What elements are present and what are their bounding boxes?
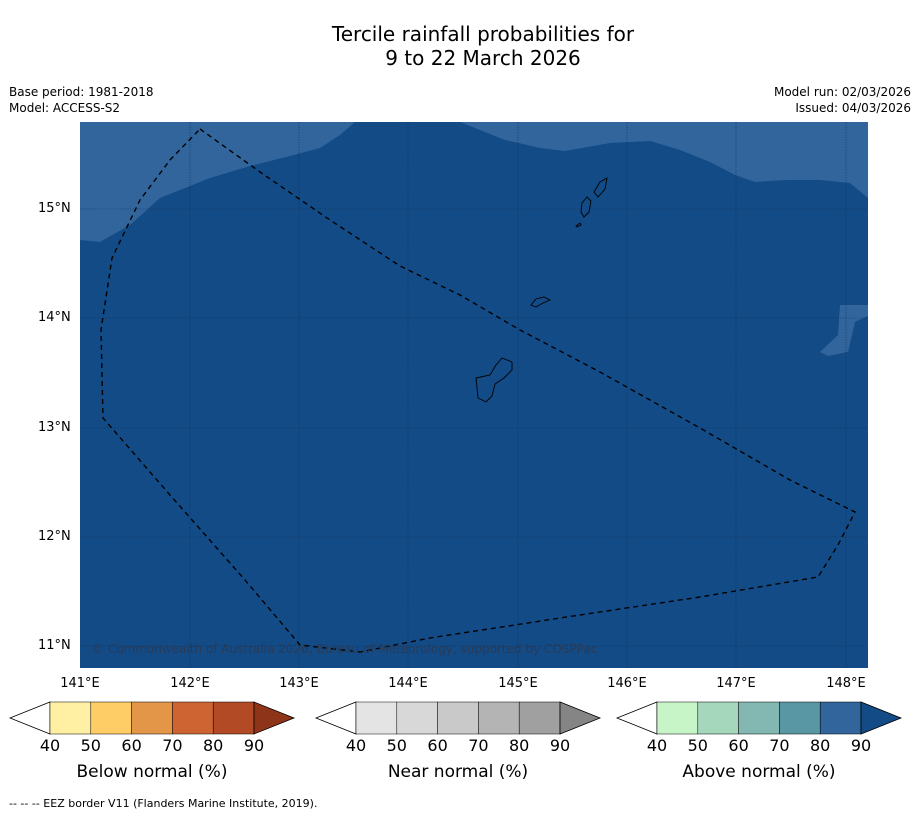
- colorbar-near-tick: 50: [386, 736, 407, 755]
- model-run: Model run: 02/03/2026: [773, 85, 911, 99]
- eez-border: [100, 128, 856, 653]
- colorbar-above-title: Above normal (%): [682, 762, 836, 782]
- colorbar-above-cell: [779, 701, 821, 735]
- colorbar-near-tick: 70: [468, 736, 489, 755]
- colorbar-below-over-triangle: [253, 701, 296, 735]
- colorbar-near-cell: [518, 701, 561, 735]
- title-line-2: 9 to 22 March 2026: [385, 46, 581, 70]
- colorbar-above-cell: [656, 701, 699, 735]
- colorbar-below-tick: 40: [39, 736, 61, 755]
- colorbar-above-tick: 80: [810, 736, 831, 755]
- colorbar-near-cell: [396, 701, 438, 735]
- lon-label-141e: 141°E: [60, 676, 100, 691]
- colorbar-above-cell: [819, 701, 862, 735]
- lon-label-146e: 146°E: [607, 676, 647, 691]
- colorbar-near-cell: [478, 701, 520, 735]
- island-tinian: [580, 196, 592, 218]
- lat-label-15n: 15°N: [38, 201, 71, 216]
- colorbar-near-cell: [355, 701, 398, 735]
- colorbar-near-title: Near normal (%): [387, 762, 529, 782]
- map-title: Tercile rainfall probabilities for 9 to …: [0, 22, 919, 70]
- colorbar-below-cell: [131, 701, 173, 735]
- colorbar-below-cell: [49, 701, 92, 735]
- colorbar-above-over-triangle: [860, 701, 903, 735]
- island-saipan: [593, 177, 608, 198]
- colorbar-near-tick: 80: [509, 736, 530, 755]
- colorbar-below-tick: 60: [121, 736, 142, 755]
- islands: [475, 177, 608, 403]
- colorbar-below-tick: 90: [243, 736, 265, 755]
- lon-label-145e: 145°E: [498, 676, 538, 691]
- colorbar-above-cell: [738, 701, 780, 735]
- colorbar-below-cell: [212, 701, 255, 735]
- island-guam: [475, 357, 513, 403]
- lon-label-142e: 142°E: [170, 676, 210, 691]
- issued-date: Issued: 04/03/2026: [795, 101, 911, 115]
- colorbar-above-under-triangle: [615, 701, 658, 735]
- colorbar-above-tick: 60: [728, 736, 749, 755]
- colorbar-near-over-triangle: [559, 701, 602, 735]
- colorbar-above-tick: 90: [850, 736, 872, 755]
- colorbar-below-tick: 70: [162, 736, 183, 755]
- colorbar-near-tick: 90: [549, 736, 571, 755]
- map-area: © Commonwealth of Australia 2026, Bureau…: [80, 122, 868, 668]
- colorbar-above-cell: [697, 701, 739, 735]
- model-name: Model: ACCESS-S2: [9, 101, 121, 115]
- colorbar-below-under-triangle: [8, 701, 51, 735]
- lat-label-14n: 14°N: [38, 310, 71, 325]
- eez-footnote: -- -- -- EEZ border V11 (Flanders Marine…: [9, 797, 318, 810]
- lon-label-147e: 147°E: [716, 676, 756, 691]
- colorbar-below-tick: 50: [80, 736, 101, 755]
- lon-label-144e: 144°E: [388, 676, 428, 691]
- meta-right: Model run: 02/03/2026 Issued: 04/03/2026: [774, 84, 911, 116]
- colorbar-above: [615, 701, 903, 735]
- colorbar-near-tick: 60: [427, 736, 448, 755]
- colorbar-below-title: Below normal (%): [76, 762, 228, 782]
- lon-label-148e: 148°E: [826, 676, 866, 691]
- base-period: Base period: 1981-2018: [9, 85, 154, 99]
- colorbar-below: [8, 701, 296, 735]
- copyright-notice: © Commonwealth of Australia 2026, Bureau…: [92, 642, 597, 656]
- island-aguijan: [575, 222, 582, 228]
- colorbar-near-cell: [437, 701, 479, 735]
- colorbar-below-tick: 80: [203, 736, 224, 755]
- island-rota: [530, 296, 552, 308]
- lat-label-11n: 11°N: [38, 638, 71, 653]
- above-normal-80-90-area: [80, 122, 868, 668]
- colorbar-above-tick: 70: [769, 736, 790, 755]
- colorbar-near-tick: 40: [345, 736, 367, 755]
- colorbar-above-tick: 40: [646, 736, 668, 755]
- above-normal-70-80-north-area: [80, 122, 868, 242]
- colorbar-above-tick: 50: [687, 736, 708, 755]
- colorbar-below-cell: [90, 701, 132, 735]
- lon-label-143e: 143°E: [279, 676, 319, 691]
- colorbar-below-cell: [172, 701, 214, 735]
- colorbar-near: [314, 701, 602, 735]
- colorbars: [8, 701, 903, 735]
- title-line-1: Tercile rainfall probabilities for: [331, 22, 635, 46]
- lat-label-12n: 12°N: [38, 529, 71, 544]
- colorbar-near-under-triangle: [314, 701, 357, 735]
- lat-label-13n: 13°N: [38, 420, 71, 435]
- meta-left: Base period: 1981-2018 Model: ACCESS-S2: [9, 84, 154, 116]
- graticule: [80, 122, 868, 668]
